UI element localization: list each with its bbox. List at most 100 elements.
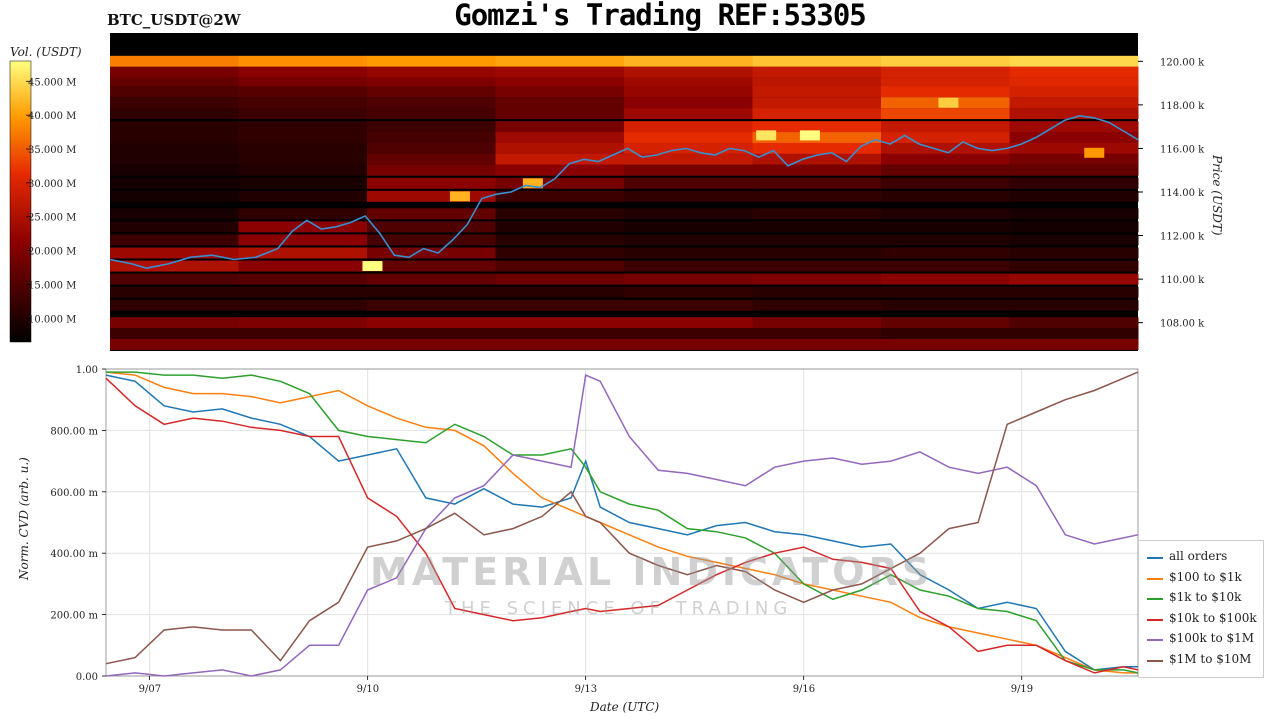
heat-cell <box>881 190 1010 202</box>
heat-cell <box>110 86 239 98</box>
legend-label: $100k to $1M <box>1169 631 1255 645</box>
heat-cell <box>110 164 239 176</box>
price-tick-label: 108.00 k <box>1160 319 1205 330</box>
heat-cell <box>495 247 625 259</box>
heat-cell <box>1009 221 1139 233</box>
heat-cell <box>752 328 882 340</box>
heat-cell <box>752 142 882 154</box>
heat-cell <box>752 190 882 202</box>
heat-cell <box>1009 132 1139 144</box>
series-line-all_orders <box>105 374 1138 671</box>
heat-cell <box>110 108 239 120</box>
heat-cell <box>624 338 753 350</box>
heat-cell <box>238 221 368 233</box>
heat-cell <box>1009 97 1139 109</box>
y-tick-label: 1.00 <box>76 365 98 376</box>
heat-cell <box>110 299 239 311</box>
heat-cell <box>367 77 496 89</box>
heat-cell <box>752 299 882 311</box>
heat-cell <box>238 86 368 98</box>
heat-cell <box>881 286 1010 298</box>
heat-cell <box>881 108 1010 120</box>
heat-cell <box>881 208 1010 220</box>
heat-cell <box>624 108 753 120</box>
legend-label: $10k to $100k <box>1169 610 1257 625</box>
heat-cell <box>495 273 625 285</box>
legend-label: $1M to $10M <box>1169 651 1252 666</box>
price-tick-label: 118.00 k <box>1160 101 1205 112</box>
heat-cell <box>110 55 239 67</box>
heat-cell <box>238 97 368 109</box>
colorbar-label: Vol. (USDT) <box>10 45 82 59</box>
y-tick-label: 0.00 <box>76 672 98 683</box>
price-tick-label: 120.00 k <box>1160 57 1205 68</box>
heat-cell <box>752 286 882 298</box>
heat-cell <box>881 234 1010 246</box>
heat-cell <box>624 164 753 176</box>
heat-cell <box>110 247 239 259</box>
heat-cell <box>1009 108 1139 120</box>
x-tick-label: 9/19 <box>1011 684 1033 695</box>
heat-cell <box>367 286 496 298</box>
colorbar-tick-label: 40.000 M <box>28 111 76 122</box>
heat-cell <box>495 164 625 176</box>
heat-cell <box>495 234 625 246</box>
heat-cell <box>238 190 368 202</box>
heat-cell <box>110 66 239 78</box>
heat-cell <box>495 55 625 67</box>
heat-cell <box>881 121 1010 133</box>
heat-cell <box>881 177 1010 189</box>
heat-cell <box>752 77 882 89</box>
heat-hotspot <box>362 261 383 272</box>
heat-cell <box>1009 142 1139 154</box>
watermark-subtitle: THE SCIENCE OF TRADING <box>445 598 793 619</box>
heat-cell <box>367 273 496 285</box>
heat-cell <box>752 247 882 259</box>
price-line <box>109 114 1139 270</box>
heat-hotspot <box>1084 147 1105 158</box>
heat-cell <box>367 328 496 340</box>
heat-cell <box>238 142 368 154</box>
heat-cell <box>238 234 368 246</box>
heat-cell <box>624 153 753 165</box>
heat-cell <box>238 121 368 133</box>
heat-cell <box>752 177 882 189</box>
colorbar-tick-label: 35.000 M <box>28 145 76 156</box>
heat-cell <box>624 234 753 246</box>
heat-cell <box>495 153 625 165</box>
heat-cell <box>367 299 496 311</box>
colorbar <box>9 60 32 343</box>
heat-cell <box>238 208 368 220</box>
heat-cell <box>624 328 753 340</box>
price-tick-label: 116.00 k <box>1160 144 1205 155</box>
heat-cell <box>110 121 239 133</box>
heat-cell <box>881 55 1010 67</box>
colorbar-tick-label: 15.000 M <box>28 280 76 291</box>
colorbar-tick-label: 30.000 M <box>28 179 76 190</box>
heat-cell <box>1009 247 1139 259</box>
y-tick-label: 400.00 m <box>50 549 98 560</box>
heat-cell <box>624 132 753 144</box>
heat-cell <box>110 338 239 350</box>
heat-cell <box>1009 273 1139 285</box>
heat-cell <box>881 86 1010 98</box>
heat-cell <box>110 273 239 285</box>
series-line-s100k_1m <box>105 374 1139 677</box>
legend-swatch <box>1147 557 1163 559</box>
legend-label: $1k to $10k <box>1169 590 1242 604</box>
heat-cell <box>110 221 239 233</box>
heat-cell <box>238 273 368 285</box>
heat-cell <box>238 260 368 272</box>
cvd-x-axis-label: Date (UTC) <box>589 700 659 714</box>
heat-cell <box>367 55 496 67</box>
heat-cell <box>495 221 625 233</box>
watermark-title: MATERIAL INDICATORS <box>370 550 934 594</box>
series-line-s1k_10k <box>106 371 1139 674</box>
heat-cell <box>881 273 1010 285</box>
legend-label: $100 to $1k <box>1169 569 1242 584</box>
colorbar-tick-label: 20.000 M <box>28 247 76 258</box>
heat-cell <box>367 208 496 220</box>
heat-cell <box>624 66 753 78</box>
heat-cell <box>367 177 496 189</box>
heat-cell <box>367 132 496 144</box>
